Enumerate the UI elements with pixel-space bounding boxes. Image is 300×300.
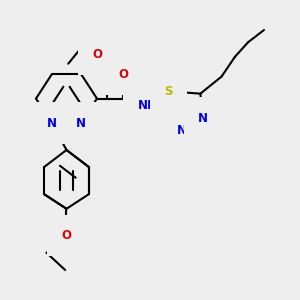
Text: N: N	[47, 117, 57, 130]
Text: N: N	[177, 124, 187, 137]
Text: O: O	[61, 229, 71, 242]
Text: S: S	[164, 85, 173, 98]
Text: N: N	[198, 112, 208, 125]
Text: O: O	[92, 48, 102, 61]
Text: N: N	[76, 117, 86, 130]
Text: O: O	[118, 68, 128, 81]
Text: NH: NH	[137, 99, 157, 112]
